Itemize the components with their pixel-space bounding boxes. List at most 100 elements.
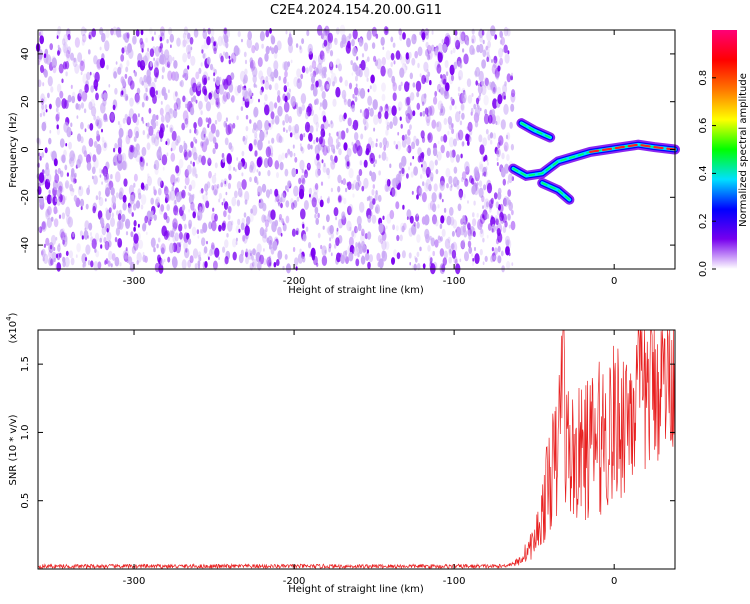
heatmap-cell <box>183 118 189 128</box>
heatmap-cell <box>81 235 84 240</box>
heatmap-cell <box>326 167 330 176</box>
heatmap-cell <box>199 257 202 262</box>
heatmap-cell <box>313 139 316 145</box>
heatmap-cell <box>455 226 462 238</box>
heatmap-cell <box>86 154 91 164</box>
heatmap-cell <box>93 55 98 65</box>
bottom-x-tick-label: -100 <box>443 576 466 587</box>
heatmap-cell <box>211 242 215 250</box>
heatmap-cell <box>41 121 47 132</box>
heatmap-cell <box>160 204 165 212</box>
heatmap-cell <box>57 167 61 175</box>
heatmap-cell <box>234 85 240 96</box>
heatmap-cell <box>228 142 233 150</box>
heatmap-cell <box>488 114 493 124</box>
heatmap-cell <box>198 100 203 110</box>
heatmap-cell <box>381 239 387 251</box>
heatmap-cell <box>264 161 267 166</box>
heatmap-cell <box>375 33 379 39</box>
heatmap-cell <box>276 95 281 103</box>
heatmap-cell <box>284 152 288 159</box>
heatmap-cell <box>256 181 259 185</box>
heatmap-cell <box>223 51 226 56</box>
heatmap-cell <box>47 206 52 216</box>
heatmap-cell <box>126 113 132 123</box>
heatmap-cell <box>120 90 123 97</box>
heatmap-cell <box>300 146 303 152</box>
heatmap-cell <box>111 195 117 205</box>
heatmap-cell <box>215 76 221 87</box>
heatmap-cell <box>404 134 408 140</box>
heatmap-cell <box>187 238 192 245</box>
heatmap-cell <box>426 118 430 127</box>
heatmap-cell <box>486 56 490 63</box>
heatmap-cell <box>99 46 102 51</box>
heatmap-cell <box>209 94 216 106</box>
heatmap-cell <box>208 256 210 261</box>
heatmap-cell <box>226 152 232 164</box>
heatmap-cell <box>315 98 319 105</box>
heatmap-cell <box>448 256 453 264</box>
heatmap-cell <box>249 59 256 71</box>
heatmap-cell <box>293 185 299 197</box>
heatmap-cell <box>440 103 444 110</box>
heatmap-cell <box>74 63 80 74</box>
heatmap-cell <box>141 116 144 122</box>
heatmap-cell <box>268 123 272 128</box>
heatmap-cell <box>80 102 84 109</box>
heatmap-cell <box>271 47 275 55</box>
heatmap-cell <box>253 136 259 148</box>
heatmap-cell <box>218 256 221 261</box>
heatmap-cell <box>374 59 379 67</box>
heatmap-cell <box>322 131 326 137</box>
heatmap-cell <box>135 130 139 139</box>
heatmap-cell <box>368 137 373 146</box>
heatmap-cell <box>241 150 245 157</box>
heatmap-cell <box>411 33 417 45</box>
heatmap-cell <box>426 173 429 178</box>
heatmap-cell <box>56 35 59 39</box>
heatmap-cell <box>172 90 179 102</box>
heatmap-cell <box>401 225 405 233</box>
heatmap-cell <box>392 42 396 48</box>
heatmap-cell <box>295 230 299 235</box>
heatmap-cell <box>383 145 387 151</box>
heatmap-cell <box>484 154 488 161</box>
heatmap-cell <box>299 248 302 254</box>
heatmap-cell <box>232 251 237 261</box>
heatmap-cell <box>91 175 94 180</box>
heatmap-cell <box>497 245 501 253</box>
heatmap-cell <box>175 191 182 203</box>
heatmap-cell <box>482 49 487 58</box>
heatmap-cell <box>274 219 279 227</box>
heatmap-cell <box>265 29 270 38</box>
heatmap-cell <box>86 187 90 196</box>
heatmap-cell <box>221 35 227 46</box>
heatmap-cell <box>492 132 497 140</box>
heatmap-cell <box>186 115 189 122</box>
heatmap-cell <box>449 150 453 158</box>
heatmap-cell <box>483 113 490 125</box>
heatmap-cell <box>113 147 116 153</box>
heatmap-cell <box>126 116 132 126</box>
heatmap-cell <box>406 173 409 179</box>
heatmap-cell <box>372 184 375 189</box>
heatmap-cell <box>316 153 320 161</box>
heatmap-cell <box>399 116 402 121</box>
heatmap-cell <box>47 92 50 99</box>
heatmap-cell <box>284 168 289 177</box>
heatmap-cell <box>384 111 389 120</box>
heatmap-cell <box>136 252 142 263</box>
heatmap-cell <box>133 226 136 232</box>
heatmap-cell <box>341 180 343 185</box>
heatmap-cell <box>427 106 433 117</box>
heatmap-cell <box>280 232 283 237</box>
heatmap-cell <box>172 217 178 227</box>
heatmap-cell <box>416 221 420 229</box>
heatmap-cell <box>392 224 395 231</box>
heatmap-cell <box>205 138 209 146</box>
heatmap-cell <box>482 204 485 209</box>
heatmap-cell <box>475 74 477 78</box>
heatmap-cell <box>447 236 451 244</box>
heatmap-cell <box>489 203 493 210</box>
